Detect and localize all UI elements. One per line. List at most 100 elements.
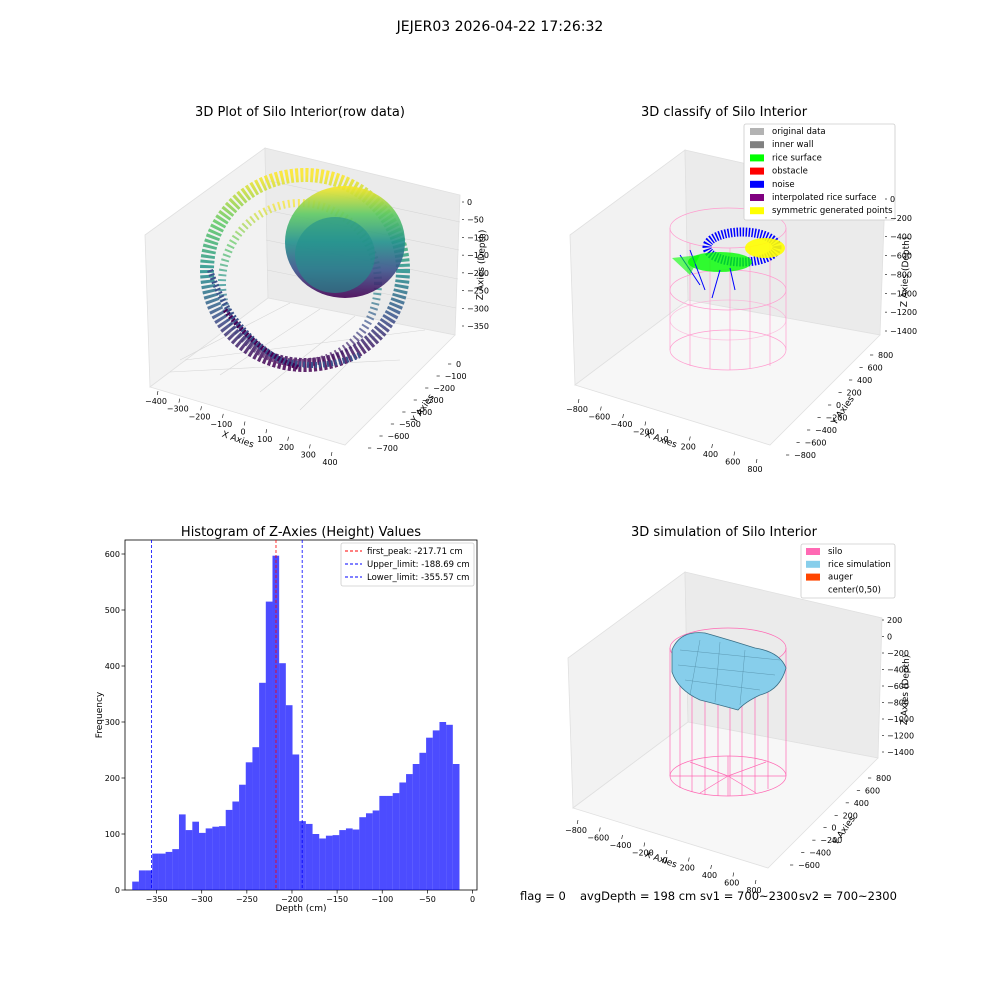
histogram-y-tick-label: 100 xyxy=(105,830,120,839)
simulation-x-tick-mark xyxy=(643,842,646,847)
classify-x-tick-mark xyxy=(733,451,736,456)
raw-z-tick-label: 0 xyxy=(467,198,472,207)
histogram-bar xyxy=(305,823,313,890)
raw-xlabel: X Axies xyxy=(220,430,255,451)
histogram-bar xyxy=(279,663,286,890)
classify-x-tick-label: −600 xyxy=(588,413,610,422)
classify-y-tick-label: 800 xyxy=(878,351,893,360)
histogram-x-ticks: −350 −300 −250 −200 −150 −100 −50 0 xyxy=(146,890,475,904)
histogram-bar xyxy=(432,730,440,890)
histogram-y-tick-label: 0 xyxy=(115,886,120,895)
raw-x-tick-mark xyxy=(309,444,311,449)
histogram-x-tick-label: −50 xyxy=(419,895,436,904)
simulation-y-tick-label: −600 xyxy=(798,861,820,870)
histogram-bar xyxy=(439,722,447,890)
simulation-x-tick-mark xyxy=(710,864,712,870)
legend-swatch xyxy=(806,548,820,555)
histogram-bar xyxy=(145,870,153,890)
simulation-y-ticks: 800 600 400 200 0 −200 −400 −600 xyxy=(790,774,891,870)
histogram-legend-box xyxy=(340,542,475,587)
simulation-x-tick-mark xyxy=(621,834,623,840)
classify-x-tick-mark xyxy=(577,398,580,404)
classify-x-tick-label: 200 xyxy=(681,443,696,452)
histogram-x-tick-label: −100 xyxy=(371,895,393,904)
raw-x-tick-mark xyxy=(156,390,159,396)
status-avg-depth: avgDepth = 198 cm xyxy=(580,889,696,903)
histogram-bar xyxy=(446,724,453,890)
histogram-x-tick-label: −250 xyxy=(236,895,258,904)
simulation-z-tick-label: −600 xyxy=(887,682,909,691)
histogram-bar xyxy=(426,737,433,890)
panel-histogram: Histogram of Z-Axies (Height) Values −35… xyxy=(95,525,478,914)
raw-zlabel: Z Axies (Depth) xyxy=(476,230,488,301)
simulation-y-tick-label: 400 xyxy=(854,799,869,808)
simulation-z-tick-label: −1000 xyxy=(887,715,914,724)
histogram-bar xyxy=(339,830,346,890)
classify-x-tick-label: 800 xyxy=(747,465,762,474)
raw-y-tick-label: −400 xyxy=(410,408,432,417)
histogram-y-tick-label: 300 xyxy=(105,718,120,727)
legend-swatch xyxy=(806,573,820,581)
histogram-bar xyxy=(399,782,407,890)
histogram-bar xyxy=(372,810,380,890)
legend-swatch xyxy=(806,560,820,568)
simulation-y-tick-label: 0 xyxy=(831,824,836,833)
raw-x-tick-mark xyxy=(243,421,246,426)
legend-swatch xyxy=(750,207,764,215)
raw-y-tick-label: −300 xyxy=(422,396,444,405)
classify-x-tick-mark xyxy=(600,406,602,411)
raw-z-ticks: 0 −50 −100 −150 −200 −250 −300 −350 xyxy=(462,198,489,331)
simulation-x-tick-label: −200 xyxy=(632,849,654,858)
classify-z-tick-label: −200 xyxy=(890,214,912,223)
legend-swatch xyxy=(750,141,764,149)
histogram-bar xyxy=(132,881,139,890)
classify-x-tick-mark xyxy=(622,413,624,419)
classify-z-tick-label: −1400 xyxy=(890,327,917,336)
raw-z-tick-label: −50 xyxy=(467,216,484,225)
raw-z-tick-label: −200 xyxy=(467,269,489,278)
simulation-legend: silo rice simulation auger center(0,50) xyxy=(800,543,896,599)
simulation-axes-box xyxy=(567,571,883,869)
raw-x-tick-mark xyxy=(265,429,268,434)
raw-y-tick-label: −500 xyxy=(399,420,421,429)
classify-x-tick-mark xyxy=(666,428,669,434)
histogram-x-tick-label: −150 xyxy=(326,895,348,904)
simulation-z-tick-label: 0 xyxy=(887,633,892,642)
classify-y-tick-label: 200 xyxy=(847,389,862,398)
panel-classify-3d: 3D classify of Silo Interior original da xyxy=(566,105,917,474)
histogram-bar xyxy=(292,754,300,890)
simulation-x-tick-label: −800 xyxy=(565,826,587,835)
classify-z-tick-label: −1000 xyxy=(890,289,917,298)
raw-z-tick-label: −250 xyxy=(467,287,489,296)
raw-x-tick-label: 300 xyxy=(301,450,316,459)
raw-y-ticks: 0 −100 −200 −300 −400 −500 −600 −700 xyxy=(368,360,467,453)
legend-swatch xyxy=(750,128,764,135)
simulation-x-tick-label: 0 xyxy=(662,856,667,865)
raw-x-tick-mark xyxy=(178,398,181,403)
simulation-x-tick-label: 600 xyxy=(724,879,739,888)
histogram-bar xyxy=(352,829,360,890)
raw-x-tick-mark xyxy=(200,406,202,411)
legend-label: obstacle xyxy=(772,167,808,177)
simulation-y-tick-label: −200 xyxy=(820,836,842,845)
simulation-xlabel: X Axies xyxy=(643,850,678,871)
panel-raw-title: 3D Plot of Silo Interior(row data) xyxy=(195,105,405,120)
histogram-x-tick-label: 0 xyxy=(470,895,475,904)
classify-z-tick-label: 0 xyxy=(890,195,895,204)
simulation-x-tick-label: 200 xyxy=(680,864,695,873)
raw-x-tick-mark xyxy=(222,413,224,418)
legend-label: auger xyxy=(828,573,853,583)
histogram-y-tick-label: 400 xyxy=(105,662,120,671)
classify-y-tick-label: −200 xyxy=(826,414,848,423)
classify-z-tick-label: −800 xyxy=(890,270,912,279)
raw-x-tick-label: −300 xyxy=(167,405,189,414)
classify-x-tick-label: 600 xyxy=(725,458,740,467)
raw-x-tick-label: 100 xyxy=(257,435,272,444)
histogram-legend-label: first_peak: -217.71 cm xyxy=(367,547,463,557)
classify-z-tick-label: −400 xyxy=(890,233,912,242)
histogram-bar xyxy=(392,793,400,890)
histogram-bar xyxy=(265,601,273,890)
legend-label: symmetric generated points xyxy=(772,206,893,216)
histogram-y-tick-label: 200 xyxy=(105,774,120,783)
